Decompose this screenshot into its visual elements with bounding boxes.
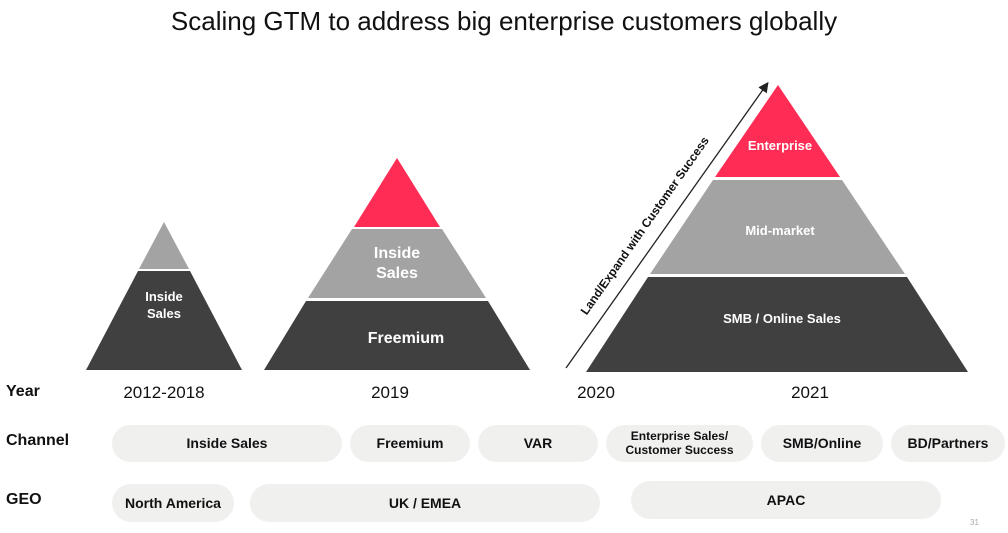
year-2019: 2019 [371,383,409,402]
row-label-geo: GEO [6,491,42,508]
pyramid3-bottom-label: SMB / Online Sales [723,311,841,326]
pyramid2-bottom-label: Freemium [368,330,444,347]
pyramid3-top-layer [715,85,840,177]
pyramid2-bottom-layer [264,301,530,370]
pyramid3-bottom-layer [586,277,968,372]
channel-enterprise-sales: Enterprise Sales/ Customer Success [606,425,753,462]
pyramid3-top-label: Enterprise [748,138,812,153]
pyramid-2012-2018: Inside Sales [86,222,242,370]
row-label-channel: Channel [6,432,70,449]
channel-var: VAR [478,425,598,462]
channel-inside-sales: Inside Sales [112,425,342,462]
pyramid1-bottom-layer [86,271,242,370]
geo-north-america: North America [112,484,234,522]
pyramid2-middle-layer [308,229,486,298]
year-2021: 2021 [791,383,829,402]
pyramid2-top-layer [354,158,440,227]
pyramid1-middle-label: Inside Sales [145,289,183,321]
year-2012-2018: 2012-2018 [123,383,205,402]
geo-apac: APAC [631,481,941,519]
year-2020: 2020 [577,383,615,402]
channel-bd-partners: BD/Partners [891,425,1005,462]
pyramid-2019: Inside Sales Freemium [264,158,530,370]
arrow-line [565,81,769,369]
geo-uk-emea: UK / EMEA [250,484,600,522]
pyramid1-top-layer [139,222,189,269]
pyramid3-middle-layer [650,180,905,274]
channel-smb-online: SMB/Online [761,425,883,462]
page-number: 31 [970,518,979,527]
pyramid2-middle-label: Inside Sales [373,245,421,282]
slide-title: Scaling GTM to address big enterprise cu… [170,6,838,36]
channel-freemium: Freemium [350,425,470,462]
pyramid-2021: Enterprise Mid-market SMB / Online Sales [586,85,968,372]
pyramid3-middle-label: Mid-market [745,223,815,238]
row-label-year: Year [6,383,40,400]
